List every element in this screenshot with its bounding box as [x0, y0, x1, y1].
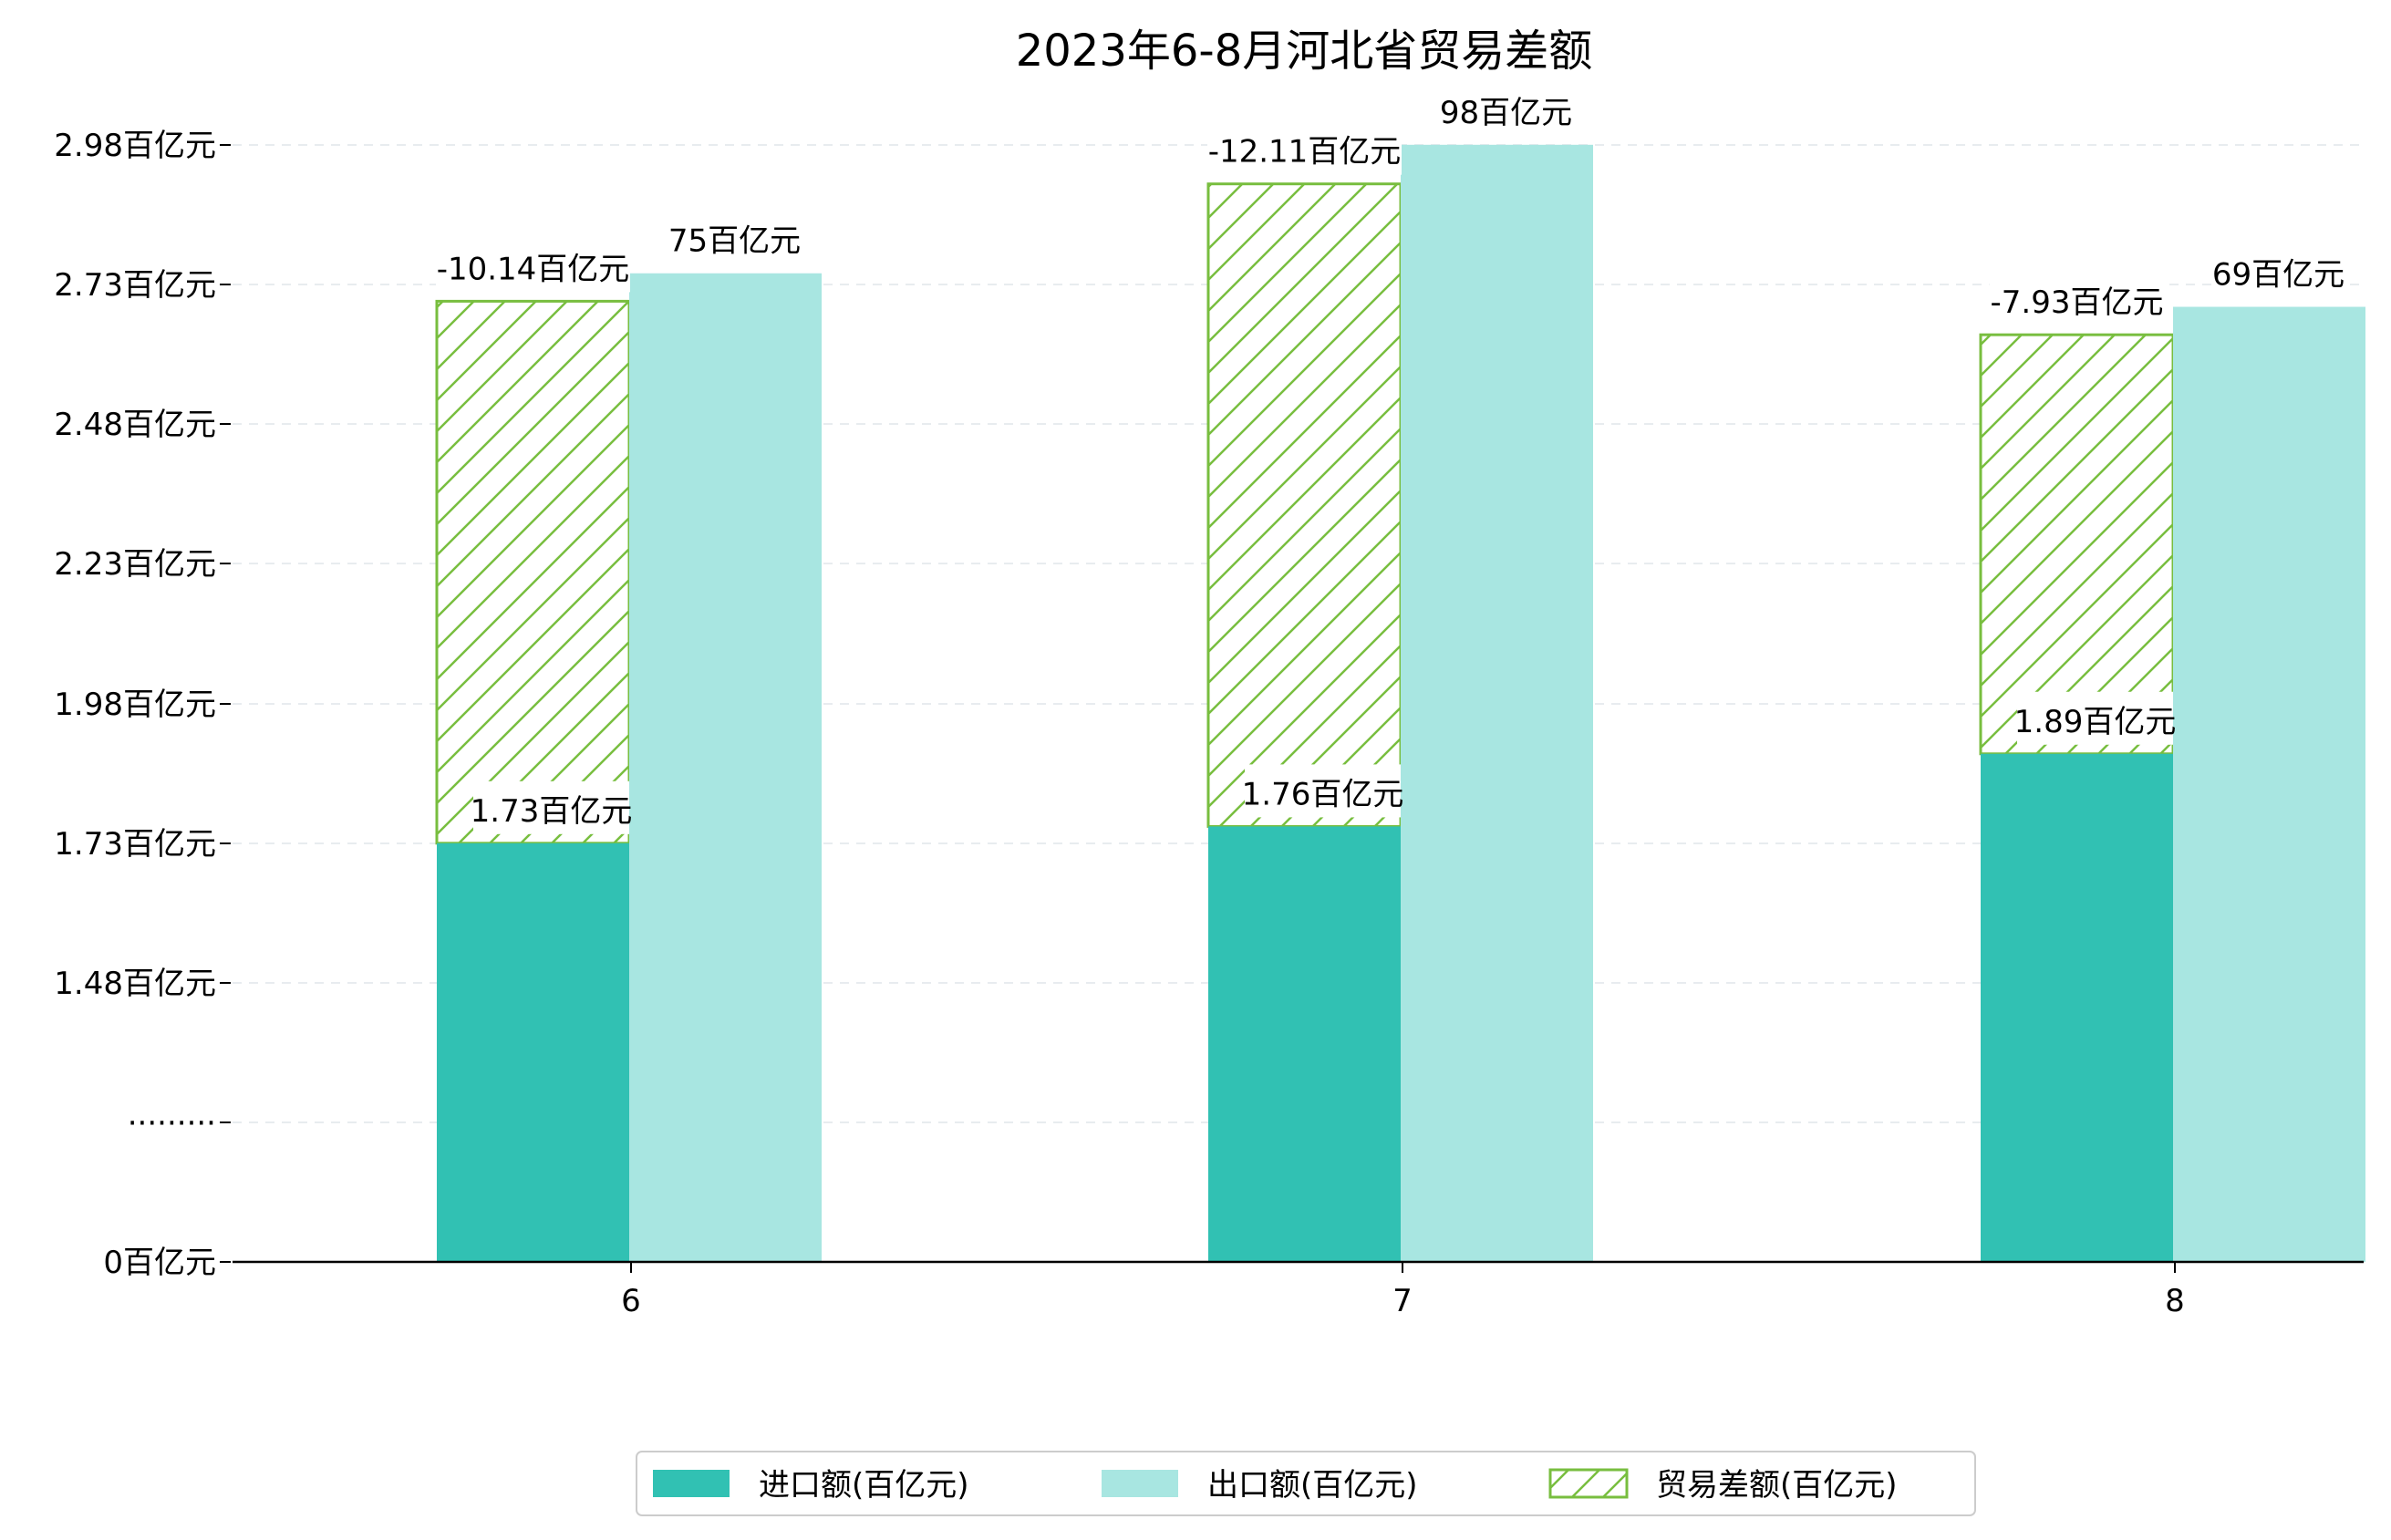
data-labels: -10.14百亿元 75百亿元 1.73百亿元 -12.11百亿元 98百亿元 1.76百…	[436, 82, 2344, 834]
legend-item-import: 进口额(百亿元)	[653, 1467, 969, 1504]
bar-export	[2173, 306, 2365, 1263]
legend-swatch	[1548, 1468, 1629, 1499]
label-import: 1.89百亿元	[2014, 704, 2177, 740]
bar-import	[1208, 826, 1401, 1262]
label-import: 1.76百亿元	[1242, 776, 1404, 812]
legend-item-trade-balance: 贸易差额(百亿元)	[1548, 1467, 1898, 1504]
y-tick-label: 1.73百亿元	[54, 826, 216, 863]
bar-export	[629, 273, 822, 1262]
legend-swatch	[653, 1470, 730, 1497]
y-tick-label: ·········	[128, 1105, 216, 1142]
bar-import	[1981, 753, 2173, 1262]
x-tick-label: 8	[2165, 1283, 2185, 1319]
bar-trade-balance	[435, 299, 631, 845]
legend: 进口额(百亿元) 出口额(百亿元) 贸易差额(百亿元)	[636, 1451, 1976, 1516]
bar-export	[1401, 144, 1593, 1262]
label-import-bg	[2017, 691, 2173, 745]
label-import-bg	[473, 780, 629, 834]
bars	[435, 144, 2365, 1263]
label-trade-balance-bg	[1207, 121, 1402, 175]
label-import-bg	[1245, 764, 1401, 818]
y-tick-label: 0百亿元	[103, 1245, 216, 1281]
legend-swatch	[1102, 1470, 1178, 1497]
y-tick-label: 2.23百亿元	[54, 546, 216, 583]
legend-label: 贸易差额(百亿元)	[1656, 1467, 1898, 1504]
legend-box	[636, 1451, 1976, 1516]
label-export-bg	[1447, 82, 1565, 136]
y-tick-label: 2.73百亿元	[54, 267, 216, 304]
x-tick-label: 7	[1392, 1283, 1413, 1319]
bar-trade-balance	[1979, 333, 2175, 756]
legend-label: 进口额(百亿元)	[759, 1467, 969, 1504]
label-trade-balance-bg	[1989, 273, 2165, 326]
bar-import	[437, 842, 629, 1262]
y-tick-label: 1.48百亿元	[54, 966, 216, 1002]
chart-title: 2023年6-8月河北省贸易差额	[1016, 26, 1593, 77]
bar-trade-balance	[1206, 182, 1403, 828]
x-tick-label: 6	[621, 1283, 641, 1319]
label-trade-balance: -12.11百亿元	[1208, 134, 1402, 171]
label-export-bg	[676, 211, 793, 264]
label-trade-balance: -7.93百亿元	[1991, 284, 2164, 321]
legend-label: 出口额(百亿元)	[1207, 1467, 1418, 1504]
label-trade-balance-bg	[436, 239, 630, 293]
label-trade-balance: -10.14百亿元	[437, 251, 630, 287]
y-tick-label: 1.98百亿元	[54, 687, 216, 723]
y-tick-label: 2.48百亿元	[54, 407, 216, 443]
y-tick-label: 2.98百亿元	[54, 128, 216, 164]
label-import: 1.73百亿元	[471, 793, 633, 830]
label-export: 98百亿元	[1440, 95, 1572, 131]
label-export: 69百亿元	[2212, 257, 2344, 294]
axes: 0百亿元 ········· 1.48百亿元 1.73百亿元 1.98百亿元 2.23百亿…	[54, 128, 2364, 1319]
label-export: 75百亿元	[668, 223, 801, 260]
label-export-bg	[2220, 244, 2337, 298]
legend-item-export: 出口额(百亿元)	[1102, 1467, 1418, 1504]
